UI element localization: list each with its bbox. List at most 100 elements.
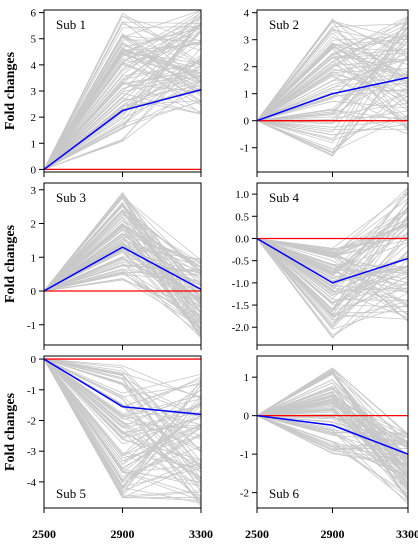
y-tick-label: 1 (31, 138, 37, 150)
profile-lines (257, 367, 408, 505)
profile-line (44, 358, 201, 399)
profile-line (257, 402, 408, 442)
profile-lines (44, 358, 201, 507)
panel-3: -1 0 1 2 3 Sub 3 Fold changes (3, 182, 202, 350)
x-tick-label: 2900 (111, 527, 135, 541)
profile-line (44, 50, 201, 170)
y-tick-label: -1.5 (232, 300, 250, 312)
y-tick-label: -4 (27, 477, 37, 489)
profile-line (257, 75, 408, 125)
y-tick-label: 0 (31, 354, 37, 366)
profile-line (257, 415, 408, 495)
profile-line (257, 415, 408, 451)
profile-line (257, 238, 408, 320)
profile-line (257, 225, 408, 251)
x-tick-label: 3300 (396, 527, 418, 541)
profile-line (257, 408, 408, 489)
profile-line (257, 415, 408, 436)
profile-line (44, 358, 201, 494)
profile-line (257, 102, 408, 122)
panel-label: Sub 6 (269, 486, 299, 501)
profile-line (257, 238, 408, 296)
profile-line (44, 222, 201, 324)
profile-line (44, 358, 201, 417)
profile-line (257, 31, 408, 122)
profile-line (257, 373, 408, 473)
x-tick-label: 3300 (189, 527, 213, 541)
profile-line (257, 120, 408, 131)
profile-line (257, 238, 408, 327)
y-tick-label: -2 (27, 415, 36, 427)
profile-line (257, 369, 408, 484)
profile-line (44, 27, 201, 170)
profile-line (44, 358, 201, 445)
profile-line (44, 358, 201, 394)
y-tick-label: 0 (31, 286, 37, 298)
profile-line (257, 17, 408, 144)
profile-line (257, 400, 408, 490)
profile-line (44, 21, 201, 170)
panel-5: -4 -3 -2 -1 0 2500 2900 3300 Sub 5 Fold changes (3, 354, 213, 541)
profile-line (44, 64, 201, 170)
profile-line (257, 33, 408, 157)
profile-line (257, 74, 408, 122)
profile-line (257, 58, 408, 122)
profile-line (44, 212, 201, 300)
profile-line (257, 415, 408, 489)
mean-line (257, 76, 408, 122)
y-axis-label: Fold changes (3, 51, 18, 130)
profile-line (257, 63, 408, 122)
profile-line (44, 358, 201, 473)
panel-label: Sub 3 (56, 190, 86, 205)
y-tick-label: -1.0 (232, 278, 250, 290)
profile-line (257, 226, 408, 300)
y-tick-label: 0 (244, 411, 250, 423)
profile-line (44, 358, 201, 452)
profile-line (44, 201, 201, 321)
profile-line (44, 358, 201, 497)
profile-line (44, 358, 201, 418)
profile-line (44, 15, 201, 170)
profile-line (257, 53, 408, 128)
profile-line (44, 208, 201, 313)
profile-line (44, 358, 201, 482)
profile-line (257, 32, 408, 121)
profile-lines (257, 16, 408, 157)
mean-line (257, 414, 408, 455)
profile-line (257, 48, 408, 122)
y-axis-label: Fold changes (3, 224, 18, 303)
profile-line (257, 100, 408, 122)
profile-line (44, 358, 201, 503)
profile-line (257, 238, 408, 286)
y-tick-label: -0.5 (232, 256, 250, 268)
profile-line (44, 358, 201, 466)
y-tick-label: 0.5 (235, 211, 249, 223)
profile-line (257, 415, 408, 478)
x-tick-label: 2500 (32, 527, 56, 541)
profile-line (257, 219, 408, 275)
y-tick-label: -3 (27, 446, 37, 458)
panel-label: Sub 1 (56, 17, 86, 32)
mean-line (44, 358, 201, 416)
profile-line (257, 411, 408, 476)
profile-line (44, 358, 201, 501)
profile-line (44, 20, 201, 170)
y-axis-label: Fold changes (3, 392, 18, 471)
profile-line (257, 238, 408, 294)
profile-line (257, 114, 408, 153)
profile-line (44, 268, 201, 292)
profile-line (44, 358, 201, 479)
profile-line (257, 61, 408, 122)
y-tick-label: 3 (244, 35, 250, 47)
y-tick-label: 1.0 (235, 189, 249, 201)
y-tick-label: 1 (31, 252, 37, 264)
profile-line (257, 68, 408, 122)
panel-4: -2.0 -1.5 -1.0 -0.5 0.0 0.5 1.0 Sub 4 (232, 182, 409, 350)
y-tick-label: -1 (240, 449, 249, 461)
profile-line (44, 205, 201, 292)
profile-line (44, 358, 201, 488)
y-tick-label: -1 (240, 143, 249, 155)
profile-line (257, 238, 408, 294)
profile-line (257, 390, 408, 499)
